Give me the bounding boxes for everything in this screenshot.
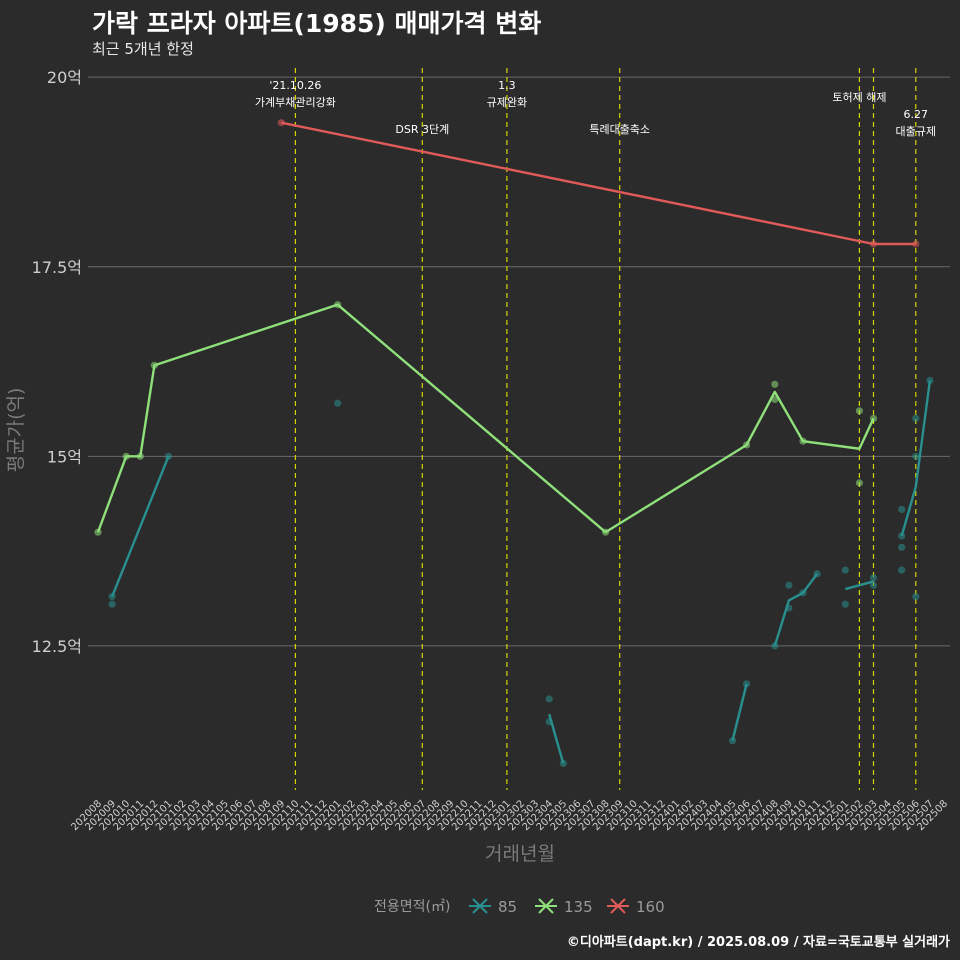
event-label: DSR 3단계 <box>395 123 449 136</box>
data-point-135 <box>855 479 864 487</box>
chart-subtitle: 최근 5개년 한정 <box>92 40 194 58</box>
data-point-85 <box>898 543 906 551</box>
data-point-135 <box>771 380 779 388</box>
series-line-85 <box>110 455 170 598</box>
y-axis-title: 평균가(억) <box>5 388 27 473</box>
data-point-85 <box>785 581 793 589</box>
event-label: '21.10.26 <box>269 79 321 92</box>
legend-key-85 <box>472 898 488 914</box>
event-label: 1.3 <box>498 79 516 92</box>
data-point-135 <box>743 441 751 449</box>
event-label: 규제완화 <box>487 96 527 109</box>
series-layer <box>94 119 934 768</box>
event-label: 6.27 <box>904 108 929 121</box>
series-line-160 <box>281 121 916 246</box>
y-tick-label: 12.5억 <box>32 637 82 656</box>
data-point-85 <box>334 399 342 407</box>
data-point-85 <box>728 737 737 745</box>
data-point-85 <box>898 532 906 540</box>
data-point-160 <box>277 119 285 127</box>
data-point-85 <box>108 600 116 608</box>
data-point-85 <box>545 718 553 726</box>
legend-key-160 <box>610 898 626 914</box>
event-label: 가계부채관리강화 <box>255 96 336 109</box>
data-point-160 <box>912 240 920 248</box>
series-line-85 <box>844 580 874 591</box>
data-point-135 <box>799 437 807 445</box>
data-point-135 <box>136 452 144 460</box>
data-point-85 <box>898 566 906 574</box>
legend-label-160: 160 <box>636 898 665 916</box>
data-point-85 <box>108 593 116 601</box>
data-point-135 <box>94 528 102 536</box>
data-point-85 <box>164 452 173 460</box>
event-label: 대출규제 <box>896 125 936 138</box>
legend-label-135: 135 <box>564 898 593 916</box>
y-tick-label: 17.5억 <box>32 258 82 277</box>
data-point-85 <box>869 574 878 582</box>
data-point-135 <box>771 395 779 404</box>
x-axis-title: 거래년월 <box>485 843 555 865</box>
data-point-85 <box>799 589 807 597</box>
data-point-85 <box>912 452 920 460</box>
data-point-85 <box>926 376 934 385</box>
data-point-85 <box>912 593 920 601</box>
data-point-85 <box>743 680 751 688</box>
data-point-85 <box>813 570 821 578</box>
series-line-85 <box>900 380 932 537</box>
legend-label-85: 85 <box>498 898 517 916</box>
data-point-85 <box>841 566 849 574</box>
series-line-85 <box>773 573 819 647</box>
data-point-135 <box>150 361 158 369</box>
grid-lines <box>88 76 950 647</box>
y-tick-label: 15억 <box>47 447 82 466</box>
legend-title: 전용면적(㎡) <box>374 899 450 915</box>
data-point-85 <box>559 759 567 768</box>
data-point-135 <box>855 407 864 415</box>
event-label: 토허제 해제 <box>832 90 886 104</box>
data-point-135 <box>602 528 610 536</box>
y-tick-label: 20억 <box>47 68 82 87</box>
data-point-135 <box>869 414 878 423</box>
data-point-135 <box>334 301 342 309</box>
data-point-85 <box>785 604 793 612</box>
data-point-160 <box>869 240 878 248</box>
data-point-85 <box>841 600 849 608</box>
series-line-135 <box>96 303 875 534</box>
data-point-85 <box>545 695 553 703</box>
legend: 전용면적(㎡) 85 135 160 <box>374 898 665 916</box>
source-caption: ©디아파트(dapt.kr) / 2025.08.09 / 자료=국토교통부 실… <box>566 935 950 950</box>
chart-title: 가락 프라자 아파트(1985) 매매가격 변화 <box>92 9 542 38</box>
data-point-85 <box>771 642 779 650</box>
data-point-85 <box>912 414 920 423</box>
y-axis: 12.5억 15억 17.5억 20억 <box>32 68 82 656</box>
data-point-135 <box>122 452 130 460</box>
data-point-85 <box>869 581 878 589</box>
series-line-85 <box>731 683 748 741</box>
legend-key-135 <box>538 898 554 914</box>
data-point-85 <box>898 505 906 514</box>
x-axis: 2020082020092020102020112020122021012021… <box>69 798 950 833</box>
event-label: 특례대출축소 <box>589 123 650 136</box>
